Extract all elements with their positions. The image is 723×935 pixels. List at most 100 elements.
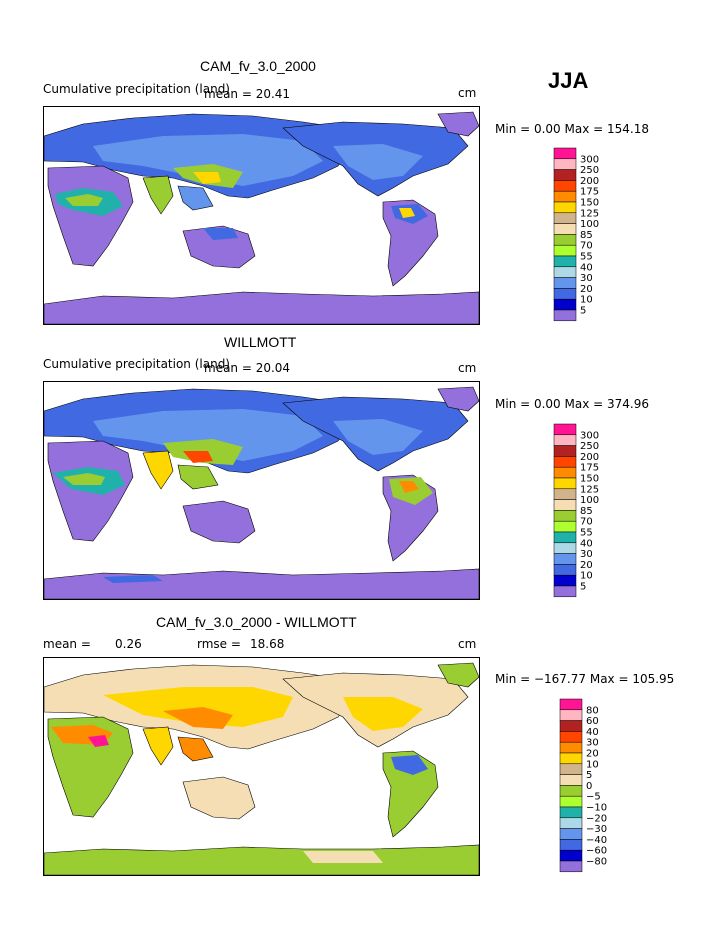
panel1-colorbar-tick-label: 175 — [580, 187, 599, 198]
panel2-colorbar-swatch — [553, 553, 577, 565]
panel1-colorbar-tick-label: 125 — [580, 208, 599, 219]
panel1-colorbar-tick-label: 5 — [580, 306, 586, 317]
panel2-colorbar-swatch — [553, 510, 577, 522]
panel2-colorbar-tick-label: 300 — [580, 430, 599, 441]
panel3-colorbar-tick-label: −30 — [586, 824, 607, 835]
panel1-colorbar-swatch — [553, 223, 577, 235]
panel2-subtitle: Cumulative precipitation (land) — [43, 357, 230, 371]
panel2-map — [43, 381, 480, 600]
panel2-title: WILLMOTT — [224, 334, 297, 350]
panel2-colorbar-tick-label: 250 — [580, 441, 599, 452]
panel3-rmse-value: 18.68 — [250, 637, 285, 651]
panel2-colorbar-tick-label: 20 — [580, 560, 593, 571]
panel3-map — [43, 657, 480, 876]
panel2-colorbar-swatch — [553, 531, 577, 544]
panel1-minmax: Min = 0.00 Max = 154.18 — [495, 122, 649, 136]
panel1-colorbar-tick-label: 20 — [580, 284, 593, 295]
panel3-colorbar-swatch — [559, 731, 583, 743]
panel3-colorbar-swatch — [559, 720, 583, 732]
panel2-minmax: Min = 0.00 Max = 374.96 — [495, 397, 649, 411]
panel3-colorbar-swatch — [559, 709, 583, 721]
panel1-colorbar-swatch — [553, 277, 577, 289]
panel3-colorbar-swatch — [559, 828, 583, 840]
panel2-colorbar-tick-label: 100 — [580, 495, 599, 506]
panel3-colorbar-tick-label: −5 — [586, 792, 601, 803]
panel1-colorbar-tick-label: 70 — [580, 241, 593, 252]
panel2-colorbar-tick-label: 70 — [580, 517, 593, 528]
panel1-map — [43, 106, 480, 325]
panel2-colorbar-swatch — [553, 434, 577, 446]
panel1-colorbar-tick-label: 55 — [580, 252, 593, 263]
panel1-units: cm — [458, 86, 477, 100]
panel3-colorbar-swatch — [559, 785, 583, 797]
panel1-colorbar-swatch — [553, 309, 577, 322]
panel1-colorbar-swatch — [553, 190, 577, 203]
panel2-colorbar-swatch — [553, 488, 577, 500]
panel2-colorbar-swatch — [553, 542, 577, 554]
panel3-colorbar-swatch — [559, 795, 583, 808]
panel3-rmse-label: rmse = — [197, 637, 241, 651]
season-label: JJA — [548, 68, 589, 93]
panel2-colorbar-swatch — [553, 499, 577, 511]
panel1-title: CAM_fv_3.0_2000 — [200, 58, 316, 74]
panel3-colorbar-tick-label: 60 — [586, 716, 599, 727]
panel3-colorbar-tick-label: −60 — [586, 846, 607, 857]
panel1-colorbar-swatch — [553, 169, 577, 181]
panel2-colorbar-swatch — [553, 564, 577, 576]
panel2-colorbar-tick-label: 200 — [580, 452, 599, 463]
panel3-colorbar-tick-label: 40 — [586, 727, 599, 738]
panel1-colorbar-swatch — [553, 201, 577, 214]
panel3-colorbar-tick-label: −40 — [586, 835, 607, 846]
panel1-colorbar-tick-label: 10 — [580, 295, 593, 306]
panel3-colorbar-swatch — [559, 860, 583, 873]
panel1-colorbar-swatch — [553, 180, 577, 192]
panel2-colorbar-tick-label: 125 — [580, 484, 599, 495]
panel3-colorbar-tick-label: 5 — [586, 770, 592, 781]
panel2-colorbar-tick-label: 175 — [580, 463, 599, 474]
panel3-colorbar-swatch — [559, 763, 583, 775]
panel1-colorbar-swatch — [553, 147, 577, 160]
panel2-colorbar-tick-label: 30 — [580, 549, 593, 560]
panel3-units: cm — [458, 637, 477, 651]
panel3-colorbar-swatch — [559, 752, 583, 765]
panel2-colorbar-tick-label: 85 — [580, 506, 593, 517]
panel1-colorbar-tick-label: 250 — [580, 165, 599, 176]
panel3-title: CAM_fv_3.0_2000 - WILLMOTT — [156, 614, 357, 630]
panel2-colorbar-tick-label: 55 — [580, 528, 593, 539]
panel2-colorbar-swatch — [553, 466, 577, 479]
panel2-colorbar-swatch — [553, 423, 577, 436]
panel3-colorbar-tick-label: 80 — [586, 705, 599, 716]
panel2-colorbar-swatch — [553, 445, 577, 457]
panel1-colorbar-swatch — [553, 212, 577, 224]
panel1-colorbar-swatch — [553, 255, 577, 268]
panel2-colorbar-swatch — [553, 477, 577, 490]
panel1-colorbar-swatch — [553, 244, 577, 257]
panel2-colorbar-tick-label: 40 — [580, 538, 593, 549]
panel3-colorbar-swatch — [559, 806, 583, 819]
panel1-colorbar-tick-label: 100 — [580, 219, 599, 230]
panel2-colorbar-swatch — [553, 456, 577, 468]
panel1-colorbar-tick-label: 30 — [580, 273, 593, 284]
panel2-colorbar-swatch — [553, 585, 577, 598]
panel2-units: cm — [458, 361, 477, 375]
panel1-colorbar-tick-label: 300 — [580, 154, 599, 165]
panel3-colorbar-swatch — [559, 774, 583, 786]
panel2-colorbar-tick-label: 150 — [580, 474, 599, 485]
panel3-colorbar-tick-label: 30 — [586, 738, 599, 749]
panel1-colorbar-swatch — [553, 234, 577, 246]
panel1-subtitle: Cumulative precipitation (land) — [43, 82, 230, 96]
panel1-colorbar-swatch — [553, 266, 577, 278]
panel3-mean-value: 0.26 — [115, 637, 142, 651]
panel2-colorbar-swatch — [553, 520, 577, 533]
panel3-mean-label: mean = — [43, 637, 91, 651]
panel1-colorbar-tick-label: 150 — [580, 198, 599, 209]
panel1-colorbar-swatch — [553, 158, 577, 170]
panel1-colorbar-tick-label: 85 — [580, 230, 593, 241]
panel3-colorbar-tick-label: 20 — [586, 749, 599, 760]
panel3-colorbar-tick-label: −80 — [586, 857, 607, 868]
panel3-minmax: Min = −167.77 Max = 105.95 — [495, 672, 675, 686]
panel2-colorbar-tick-label: 10 — [580, 571, 593, 582]
